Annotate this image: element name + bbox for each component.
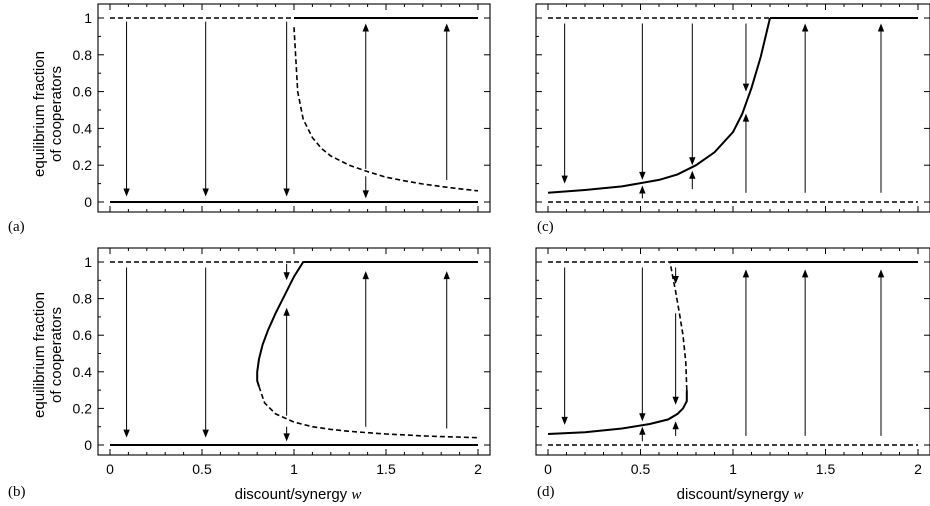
flow-arrow-head: [443, 271, 450, 280]
y-tick-label: 0.8: [73, 291, 93, 307]
flow-arrow-head: [689, 157, 696, 166]
y-tick-label: 0.2: [73, 157, 93, 173]
flow-arrow-head: [639, 171, 646, 180]
x-axis-title-right: discount/synergy w: [677, 486, 804, 503]
x-tick-label: 2: [474, 461, 482, 477]
x-tick-label: 1: [729, 461, 737, 477]
series-unstable-curve: [669, 261, 688, 391]
panel-label: (d): [537, 484, 555, 500]
flow-arrow-head: [561, 175, 568, 184]
flow-arrow-head: [742, 113, 750, 122]
y-axis-title-bottom-line1: equilibrium fraction: [31, 292, 48, 418]
flow-arrow-head: [672, 421, 679, 430]
x-tick-label: 2: [914, 461, 922, 477]
flow-arrow-head: [283, 188, 290, 197]
flow-arrow-head: [877, 269, 885, 278]
y-tick-label: 0.4: [73, 120, 93, 136]
flow-arrow-head: [123, 188, 130, 197]
flow-arrow-head: [283, 272, 290, 281]
panel-2: (c): [535, 3, 930, 235]
series-unstable-curve: [258, 386, 479, 439]
series-stable-curve: [547, 390, 688, 435]
y-tick-label: 1: [84, 254, 92, 270]
x-tick-label: 1.5: [376, 461, 396, 477]
panel-1: 0 0.2 0.4 0.6 0.8 1 0 0.5 1 1.5 2 (b): [8, 247, 491, 500]
panel-label: (c): [537, 219, 554, 235]
flow-arrow-head: [877, 23, 885, 32]
x-tick-label: 1: [290, 461, 298, 477]
x-tick-label: 0: [544, 461, 552, 477]
flow-arrow-head: [362, 190, 369, 199]
flow-arrow-head: [742, 269, 750, 278]
flow-arrow-head: [742, 83, 750, 92]
flow-arrow-head: [801, 23, 809, 32]
flow-arrow-head: [123, 429, 130, 438]
series-stable-curve: [547, 17, 771, 194]
flow-arrow-head: [672, 396, 679, 405]
y-tick-label: 0.6: [73, 84, 93, 100]
x-axis-title-left: discount/synergy w: [235, 486, 362, 503]
y-tick-label: 0: [84, 437, 92, 453]
flow-arrow-head: [362, 271, 369, 280]
y-tick-label: 0.2: [73, 400, 93, 416]
x-tick-label: 0.5: [192, 461, 212, 477]
flow-arrow-head: [561, 416, 568, 425]
x-tick-label: 0: [106, 461, 114, 477]
series-stable-curve: [256, 261, 305, 387]
panel-3: 0 0.5 1 1.5 2 (d): [535, 247, 930, 500]
flow-arrow-head: [283, 433, 290, 442]
flow-arrow-head: [801, 269, 809, 278]
plot-frame: [535, 247, 930, 456]
flow-arrow-head: [639, 426, 646, 435]
flow-arrow-head: [639, 185, 646, 194]
flow-arrow-head: [689, 170, 696, 179]
flow-arrow-head: [672, 275, 679, 284]
flow-arrow-head: [443, 23, 450, 32]
x-tick-label: 1.5: [816, 461, 836, 477]
series-unstable-curve: [293, 27, 479, 192]
y-axis-title-top-line1: equilibrium fraction: [31, 51, 48, 177]
flow-arrow-head: [362, 23, 369, 32]
flow-arrow-head: [283, 307, 290, 316]
y-axis-title-top-line2: of cooperators: [48, 66, 65, 162]
y-tick-label: 0.4: [73, 364, 93, 380]
y-axis-title-bottom-line2: of cooperators: [48, 307, 65, 403]
y-tick-label: 1: [84, 10, 92, 26]
panel-label: (b): [8, 484, 26, 500]
panel-label: (a): [8, 219, 25, 235]
flow-arrow-head: [202, 429, 209, 438]
x-tick-label: 0.5: [631, 461, 651, 477]
plot-frame: [535, 3, 930, 213]
plot-frame: [97, 3, 491, 213]
plot-frame: [97, 247, 491, 456]
y-tick-label: 0.8: [73, 47, 93, 63]
flow-arrow-head: [202, 188, 209, 197]
y-tick-label: 0: [84, 194, 92, 210]
y-tick-label: 0.6: [73, 327, 93, 343]
panel-0: 0 0.2 0.4 0.6 0.8 1 (a): [8, 3, 491, 235]
flow-arrow-head: [639, 413, 646, 422]
